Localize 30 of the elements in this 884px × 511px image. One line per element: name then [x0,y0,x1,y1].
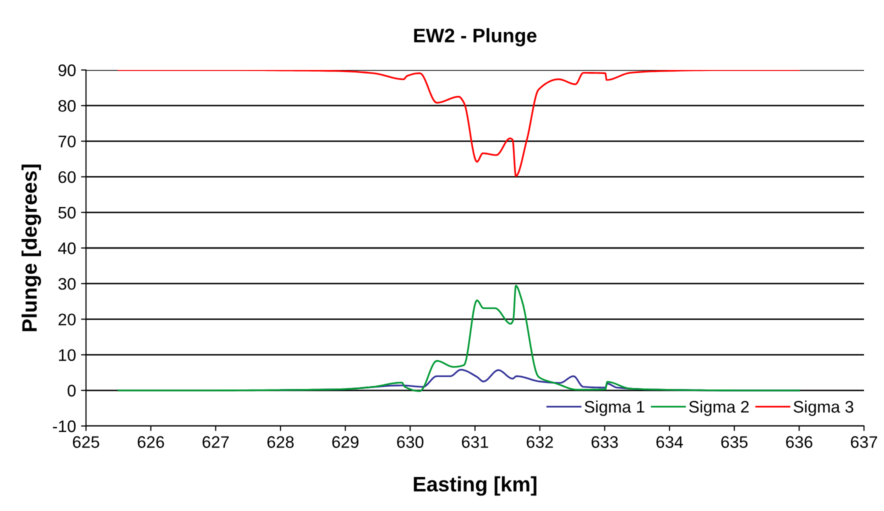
y-tick-label: 80 [58,100,76,112]
legend-label: Sigma 3 [794,400,854,416]
x-tick-label: 630 [397,436,424,448]
y-axis-title: Plunge [degrees] [22,164,42,332]
y-tick-label: 70 [58,136,76,148]
legend-label: Sigma 1 [584,400,644,416]
x-tick-label: 628 [267,436,294,448]
x-tick-label: 631 [462,436,488,448]
y-tick-label: 0 [68,384,76,397]
x-tick-label: 637 [850,436,878,448]
legend-label: Sigma 2 [689,400,749,416]
y-tick-label: 10 [59,349,76,362]
x-tick-label: 636 [786,436,812,448]
x-tick-label: 626 [138,436,164,448]
y-tick-label: 20 [58,314,76,326]
y-tick-label: 50 [58,206,76,219]
x-tick-label: 625 [72,436,100,448]
y-tick-label: 30 [58,278,76,290]
x-tick-label: 635 [721,436,748,448]
y-tick-label: 40 [58,242,76,254]
x-axis-title: Easting [km] [414,476,536,496]
x-tick-label: 632 [526,436,553,448]
chart-title: EW2 - Plunge [414,28,536,46]
x-tick-label: 627 [202,436,229,448]
y-tick-label: -10 [52,420,76,432]
x-tick-label: 633 [592,436,618,448]
y-tick-label: 60 [58,171,76,184]
x-tick-label: 634 [656,436,683,448]
x-tick-label: 629 [332,436,358,448]
y-tick-label: 90 [58,64,76,76]
